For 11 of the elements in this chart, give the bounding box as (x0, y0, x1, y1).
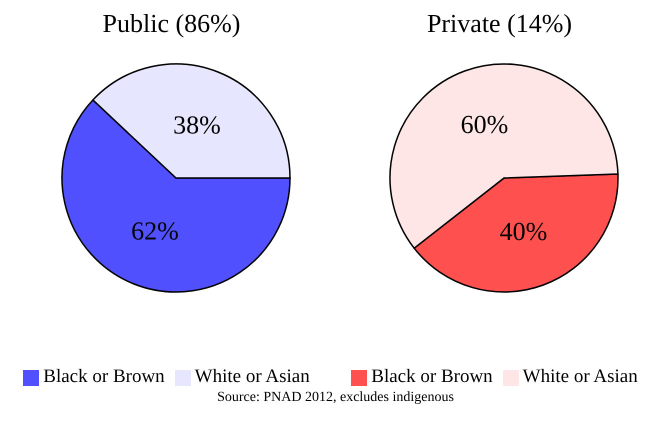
data-label: 60% (460, 110, 508, 139)
data-label: 62% (131, 216, 179, 246)
chart-title: Private (14%) (426, 8, 574, 40)
legend-label: White or Asian (194, 366, 310, 387)
legend-label: White or Asian (522, 366, 638, 387)
legend-label: Black or Brown (43, 366, 165, 387)
source-note: Source: PNAD 2012, excludes indigenous (216, 390, 455, 406)
chart-title: Public (86%) (102, 8, 242, 40)
data-label: 38% (173, 110, 221, 140)
data-label: 40% (500, 217, 548, 246)
legend-label: Black or Brown (371, 366, 493, 387)
